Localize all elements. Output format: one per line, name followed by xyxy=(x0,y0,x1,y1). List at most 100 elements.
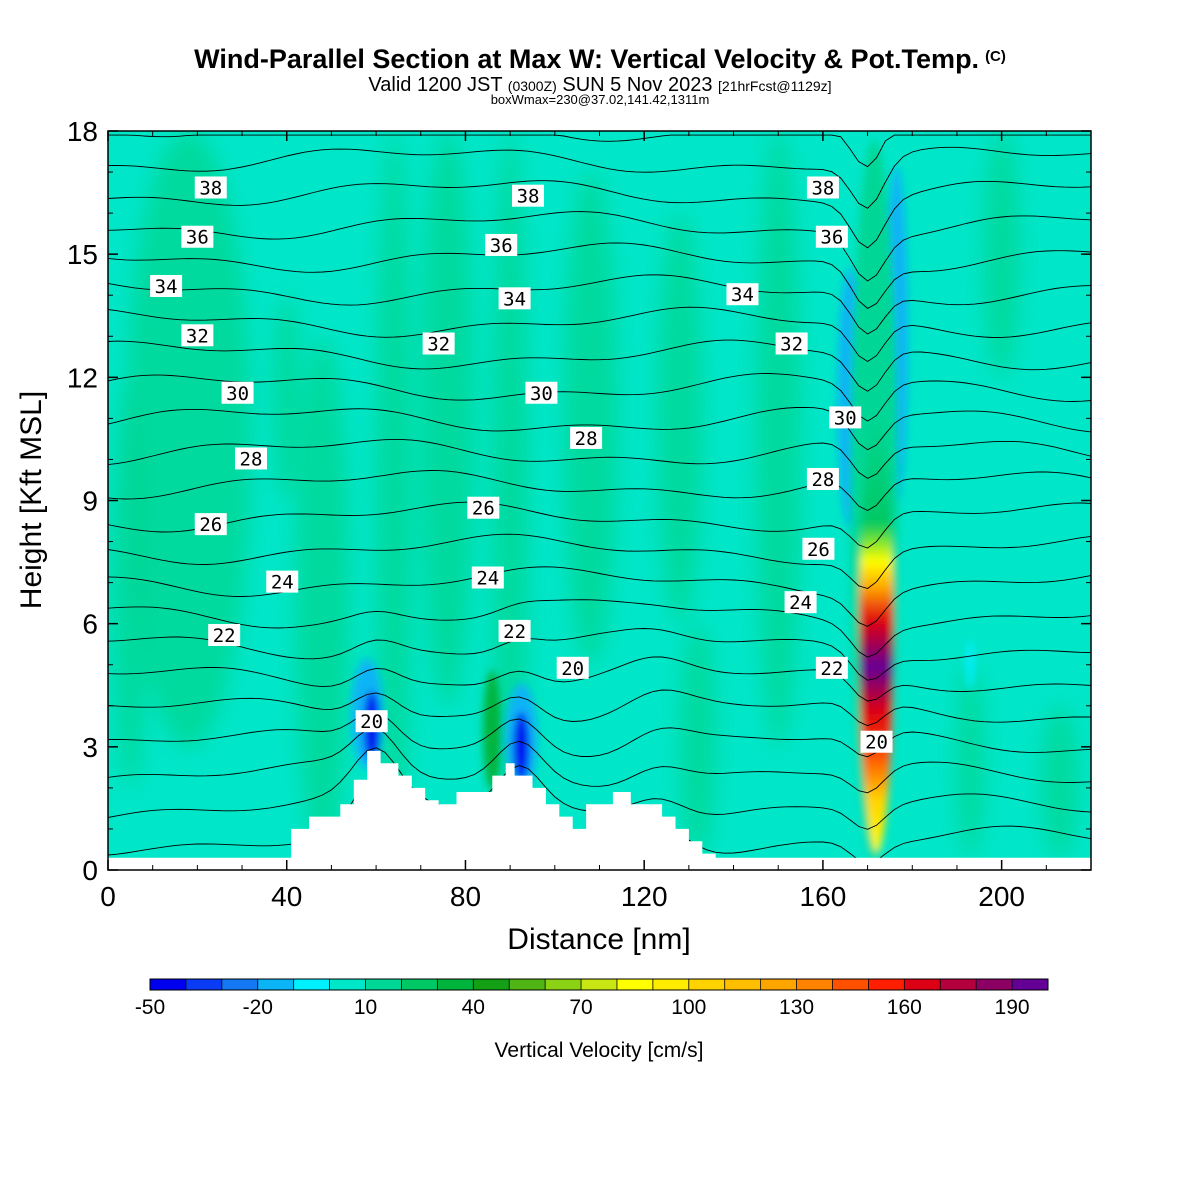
contour-line xyxy=(108,727,1091,794)
contour-label-box xyxy=(194,513,227,536)
contour-label: 32 xyxy=(422,332,455,355)
updraft-streak xyxy=(983,131,1020,378)
valid-date: SUN 5 Nov 2023 xyxy=(562,74,713,96)
contour-label-box xyxy=(512,184,545,207)
contour-label-text: 32 xyxy=(427,333,450,355)
colorbar-tick-label: -50 xyxy=(135,996,165,1019)
contour-label: 26 xyxy=(194,513,227,536)
contour-label-text: 20 xyxy=(561,658,584,680)
contour-label: 32 xyxy=(775,332,808,355)
updraft-streak xyxy=(273,295,301,501)
contour-line xyxy=(108,566,1091,627)
contour-label-box xyxy=(422,332,455,355)
contour-label-text: 38 xyxy=(811,177,834,199)
contour-label: 34 xyxy=(498,287,531,310)
contour-label-box xyxy=(221,381,254,404)
colorbar-swatch xyxy=(509,979,546,990)
contour-line xyxy=(108,501,1091,549)
colorbar-swatch xyxy=(904,979,941,990)
contour-label: 32 xyxy=(181,324,214,347)
contour-label-text: 34 xyxy=(155,276,178,298)
contour-label: 30 xyxy=(525,381,558,405)
contour-label-text: 32 xyxy=(780,333,803,355)
contour-label-text: 34 xyxy=(731,284,754,306)
contour-label-text: 20 xyxy=(865,732,888,754)
contour-label-box xyxy=(806,176,839,199)
updraft-streak xyxy=(376,131,412,858)
y-tick-label: 12 xyxy=(67,362,98,393)
contour-label-text: 22 xyxy=(820,658,843,680)
contour-label-text: 36 xyxy=(490,235,513,257)
contour-label-text: 36 xyxy=(820,227,843,249)
contour-label-box xyxy=(498,619,531,642)
contour-label-box xyxy=(498,287,531,310)
colorbar-swatch xyxy=(545,979,582,990)
contour-line xyxy=(108,406,1091,451)
terrain-fill xyxy=(108,750,1091,870)
contour-label: 22 xyxy=(815,656,848,680)
contour-label-text: 30 xyxy=(226,383,249,405)
contour-label-box xyxy=(775,332,808,355)
valid-time: Valid 1200 JST xyxy=(368,74,503,96)
contour-label-box xyxy=(556,656,589,679)
contour-label: 26 xyxy=(802,537,835,561)
contour-label: 28 xyxy=(234,447,267,470)
contour-label-box xyxy=(181,324,214,347)
contour-line xyxy=(108,689,1091,727)
contour-label: 34 xyxy=(726,283,759,306)
updraft-streak xyxy=(956,664,984,858)
colorbar-tick-label: 100 xyxy=(671,996,706,1019)
contour-label: 38 xyxy=(194,176,227,199)
colorbar-swatch xyxy=(688,979,726,990)
forecast-info: [21hrFcst@1129z] xyxy=(718,78,832,94)
updraft-streak xyxy=(657,213,703,624)
contour-label-box xyxy=(208,623,241,646)
contour-label: 28 xyxy=(570,426,603,450)
contour-line xyxy=(108,274,1091,335)
colorbar-swatch xyxy=(616,979,654,990)
contour-label-box xyxy=(485,233,518,256)
x-tick-label: 0 xyxy=(100,881,116,912)
valid-utc: (0300Z) xyxy=(507,78,557,94)
colorbar-tick-label: 160 xyxy=(887,996,922,1019)
contour-line xyxy=(108,628,1091,681)
x-tick-label: 120 xyxy=(621,881,668,912)
colorbar-swatch xyxy=(150,979,187,990)
colorbar-swatch xyxy=(401,979,438,990)
contour-label: 20 xyxy=(355,710,388,733)
y-tick-label: 3 xyxy=(82,732,98,763)
contour-label-box xyxy=(181,225,214,248)
copyright-mark: (C) xyxy=(985,48,1006,65)
contour-line xyxy=(108,242,1091,309)
contour-label: 22 xyxy=(498,619,531,643)
contour-label: 30 xyxy=(829,406,862,429)
pot-temp-contours xyxy=(108,134,1091,864)
y-tick-label: 18 xyxy=(67,116,98,147)
contour-label-text: 24 xyxy=(476,568,499,590)
x-tick-label: 160 xyxy=(800,881,847,912)
lee-downdraft-2-core xyxy=(513,711,530,782)
contour-label-text: 20 xyxy=(360,711,383,733)
contour-label-box xyxy=(471,566,504,589)
contour-line xyxy=(108,470,1091,512)
colorbar-swatch xyxy=(652,979,690,990)
contour-label-box xyxy=(525,381,558,404)
chart-title: Wind-Parallel Section at Max W: Vertical… xyxy=(0,44,1200,75)
colorbar-swatch xyxy=(581,979,618,990)
contour-line xyxy=(108,339,1091,392)
contour-label-box xyxy=(266,570,299,593)
colorbar-swatch xyxy=(976,979,1013,990)
contour-line xyxy=(108,306,1091,363)
colorbar-tick-label: 130 xyxy=(779,996,814,1019)
x-tick-label: 200 xyxy=(978,881,1025,912)
contour-label-box xyxy=(806,467,839,490)
contour-label-text: 28 xyxy=(811,469,834,491)
contour-label-text: 38 xyxy=(517,186,540,208)
colorbar-tick-label: -20 xyxy=(243,996,273,1019)
contour-label-box xyxy=(815,225,848,248)
colorbar-tick-label: 190 xyxy=(995,996,1030,1019)
contour-label: 34 xyxy=(150,275,183,298)
colorbar-tick-label: 40 xyxy=(462,996,485,1019)
vertical-velocity-field xyxy=(108,131,1091,870)
